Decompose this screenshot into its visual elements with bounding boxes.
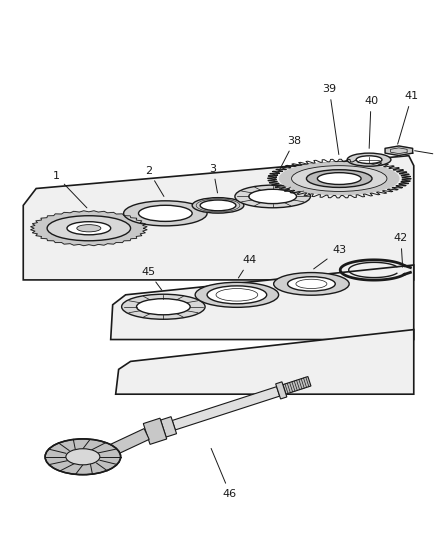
- Ellipse shape: [234, 185, 310, 208]
- Polygon shape: [110, 265, 413, 340]
- Ellipse shape: [66, 449, 99, 465]
- Text: 2: 2: [145, 166, 163, 197]
- Ellipse shape: [192, 198, 243, 213]
- Ellipse shape: [138, 205, 192, 221]
- Text: 40: 40: [363, 96, 377, 148]
- Ellipse shape: [287, 277, 335, 291]
- Ellipse shape: [200, 200, 235, 211]
- Ellipse shape: [215, 288, 257, 301]
- Polygon shape: [275, 382, 286, 399]
- Text: 43: 43: [313, 245, 346, 269]
- Ellipse shape: [248, 189, 296, 204]
- Text: 42: 42: [393, 233, 407, 267]
- Polygon shape: [160, 417, 176, 437]
- Polygon shape: [279, 163, 398, 195]
- Polygon shape: [384, 146, 412, 156]
- Text: 46: 46: [211, 448, 237, 498]
- Polygon shape: [23, 156, 413, 280]
- Ellipse shape: [291, 166, 386, 191]
- Ellipse shape: [355, 156, 381, 164]
- Ellipse shape: [136, 298, 190, 315]
- Polygon shape: [31, 211, 147, 246]
- Text: 1: 1: [53, 171, 87, 208]
- Ellipse shape: [306, 169, 371, 188]
- Ellipse shape: [47, 216, 130, 241]
- Ellipse shape: [67, 222, 110, 235]
- Text: 38: 38: [273, 136, 301, 181]
- Text: 3: 3: [209, 164, 217, 193]
- Text: 41: 41: [397, 91, 418, 144]
- Ellipse shape: [77, 224, 101, 232]
- Polygon shape: [115, 329, 413, 394]
- Ellipse shape: [124, 201, 207, 226]
- Ellipse shape: [346, 153, 390, 166]
- Ellipse shape: [295, 279, 326, 288]
- Polygon shape: [172, 386, 279, 430]
- Text: 44: 44: [238, 255, 256, 278]
- Ellipse shape: [273, 272, 348, 295]
- Polygon shape: [143, 418, 166, 445]
- Ellipse shape: [317, 173, 360, 184]
- Ellipse shape: [195, 282, 278, 308]
- Polygon shape: [282, 376, 310, 394]
- Ellipse shape: [207, 286, 266, 304]
- Ellipse shape: [45, 439, 120, 475]
- Ellipse shape: [121, 294, 205, 319]
- Polygon shape: [95, 429, 149, 462]
- Text: 39: 39: [321, 84, 338, 155]
- Text: 45: 45: [141, 267, 161, 290]
